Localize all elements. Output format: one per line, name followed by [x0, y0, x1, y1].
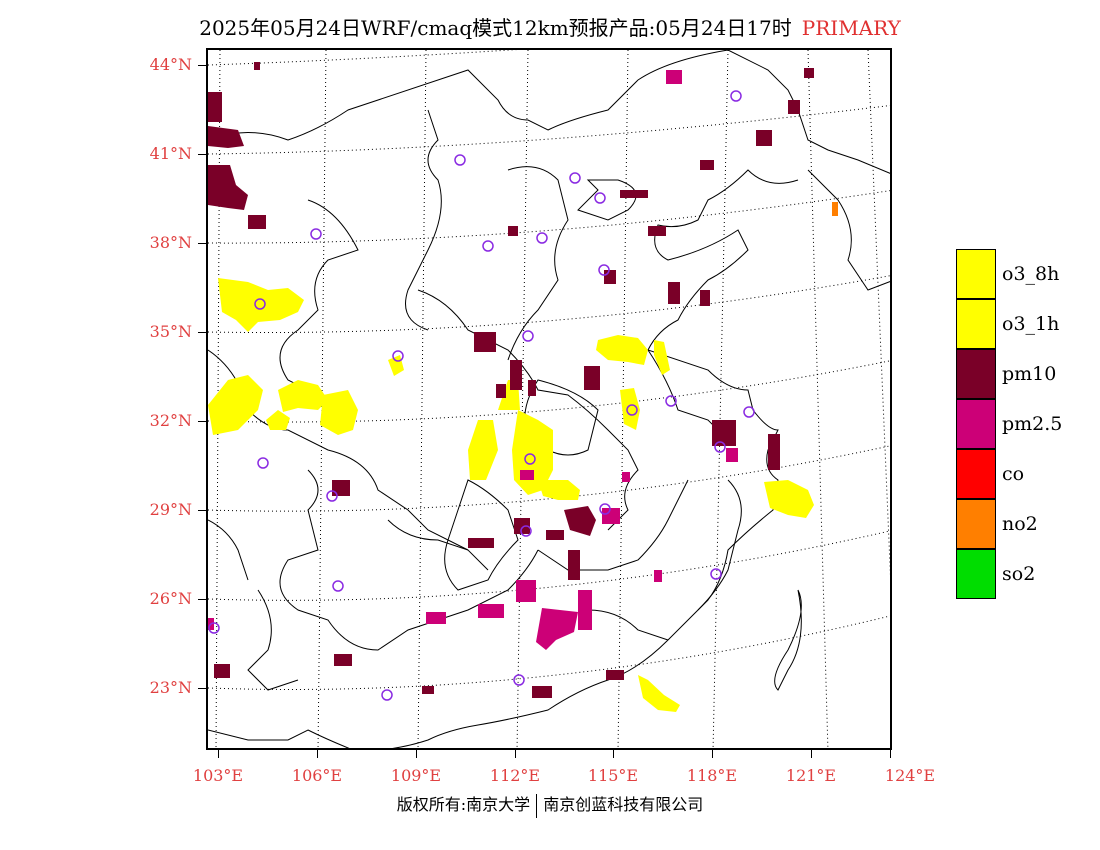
lon-tick — [317, 750, 318, 758]
legend-swatch — [956, 449, 996, 499]
lat-tick — [198, 243, 206, 244]
lat-tick — [198, 332, 206, 333]
lat-label-35: 35°N — [149, 322, 192, 341]
footer-divider — [536, 793, 538, 818]
legend-swatch — [956, 249, 996, 299]
lat-label-41: 41°N — [149, 144, 192, 163]
copyright-footer: 版权所有:南京大学 南京创蓝科技有限公司 — [0, 791, 1100, 818]
lon-tick — [890, 750, 891, 758]
title-main: 2025年05月24日WRF/cmaq模式12km预报产品:05月24日17时 — [199, 16, 792, 40]
lon-tick — [613, 750, 614, 758]
legend-label: o3_8h — [1002, 263, 1060, 285]
legend-swatch — [956, 549, 996, 599]
lon-tick — [712, 750, 713, 758]
pm10-areas — [208, 62, 814, 698]
copyright-left: 版权所有:南京大学 — [396, 795, 531, 814]
o3-areas — [208, 278, 814, 712]
map-canvas — [208, 50, 890, 748]
legend-label: o3_1h — [1002, 313, 1060, 335]
lat-label-44: 44°N — [149, 55, 192, 74]
lon-label-112: 112°E — [489, 766, 541, 785]
lat-tick — [198, 154, 206, 155]
lat-tick — [198, 65, 206, 66]
lat-tick — [198, 688, 206, 689]
lat-label-29: 29°N — [149, 500, 192, 519]
lat-label-23: 23°N — [149, 678, 192, 697]
lon-label-121: 121°E — [785, 766, 837, 785]
lon-label-109: 109°E — [390, 766, 442, 785]
lat-label-32: 32°N — [149, 411, 192, 430]
lat-tick — [198, 510, 206, 511]
legend-swatch — [956, 399, 996, 449]
legend-label: pm10 — [1002, 363, 1057, 385]
lon-label-103: 103°E — [192, 766, 244, 785]
legend-swatch — [956, 349, 996, 399]
lon-label-106: 106°E — [291, 766, 343, 785]
title-mode: PRIMARY — [801, 16, 901, 40]
lat-label-26: 26°N — [149, 589, 192, 608]
lon-label-118: 118°E — [686, 766, 738, 785]
lat-tick — [198, 421, 206, 422]
lon-tick — [811, 750, 812, 758]
legend-label: no2 — [1002, 513, 1038, 535]
pm25-areas — [208, 70, 738, 650]
lon-tick — [218, 750, 219, 758]
lon-label-115: 115°E — [587, 766, 639, 785]
copyright-right: 南京创蓝科技有限公司 — [543, 795, 704, 814]
lon-tick — [416, 750, 417, 758]
map-panel[interactable] — [206, 48, 892, 750]
legend-swatch — [956, 499, 996, 549]
map-title: 2025年05月24日WRF/cmaq模式12km预报产品:05月24日17时 P… — [0, 12, 1100, 41]
lon-tick — [515, 750, 516, 758]
lon-label-124: 124°E — [884, 766, 936, 785]
legend-swatch — [956, 299, 996, 349]
graticule — [208, 50, 890, 748]
legend-label: co — [1002, 463, 1025, 485]
no2-spot — [832, 202, 838, 216]
legend-label: so2 — [1002, 563, 1036, 585]
station-markers — [208, 90, 755, 701]
legend-label: pm2.5 — [1002, 413, 1063, 435]
lat-tick — [198, 599, 206, 600]
lat-label-38: 38°N — [149, 233, 192, 252]
